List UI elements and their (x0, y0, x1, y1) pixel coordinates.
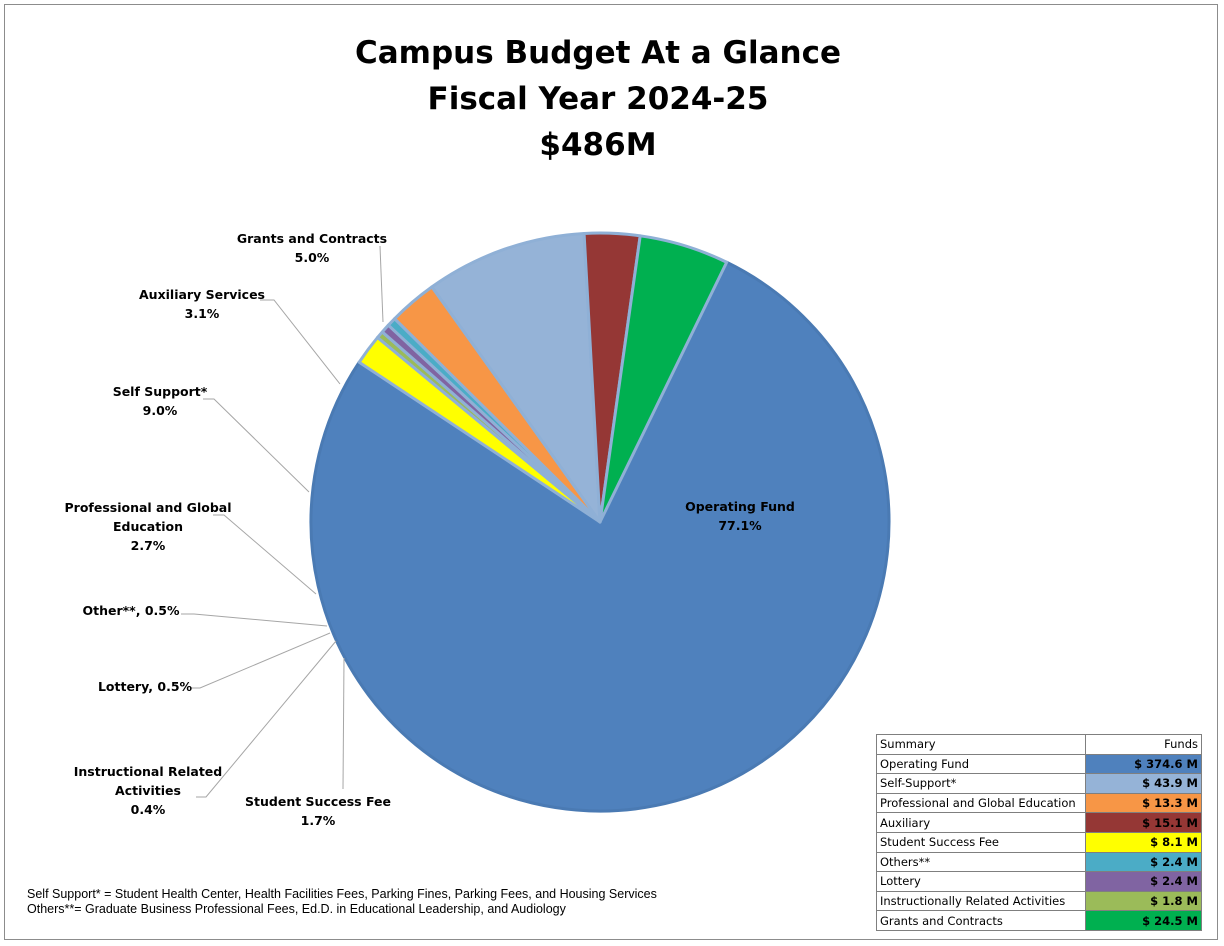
summary-row-name: Others** (876, 851, 1086, 873)
pie-slice-grants-and-contracts (598, 234, 729, 524)
summary-row-name: Instructionally Related Activities (876, 890, 1086, 912)
summary-row-funds: $ 13.3 M (1085, 792, 1202, 814)
label-operating-fund-name: Operating Fund (685, 499, 795, 514)
summary-header-name: Summary (876, 734, 1086, 755)
label-auxiliary: Auxiliary Services 3.1% (122, 285, 282, 323)
pie-slice-self-support (430, 231, 602, 524)
title-line-2: Fiscal Year 2024-25 (427, 81, 769, 117)
label-auxiliary-name: Auxiliary Services (139, 287, 265, 302)
label-pge-line-2: Education (113, 519, 183, 534)
summary-row-funds: $ 24.5 M (1085, 910, 1202, 931)
summary-row-funds: $ 374.6 M (1085, 753, 1202, 775)
leader-line-ssf (342, 657, 345, 790)
footnotes: Self Support* = Student Health Center, H… (27, 887, 657, 916)
pie-slice-operating-fund (309, 260, 891, 813)
summary-row-funds: $ 1.8 M (1085, 890, 1202, 912)
label-operating-fund-pct: 77.1% (718, 518, 762, 533)
summary-header-row: Summary Funds (876, 734, 1202, 755)
label-ira: Instructional Related Activities 0.4% (58, 762, 238, 819)
summary-row: Grants and Contracts $ 24.5 M (876, 910, 1202, 931)
summary-row-funds: $ 8.1 M (1085, 831, 1202, 853)
summary-row: Operating Fund $ 374.6 M (876, 753, 1202, 775)
summary-row-name: Professional and Global Education (876, 792, 1086, 814)
summary-row: Self-Support* $ 43.9 M (876, 773, 1202, 794)
summary-row-name: Operating Fund (876, 753, 1086, 775)
leader-line-auxiliary (260, 299, 341, 385)
summary-row-funds: $ 2.4 M (1085, 851, 1202, 873)
label-lottery-text: Lottery, 0.5% (97, 679, 193, 694)
label-pge-pct: 2.7% (130, 538, 166, 553)
summary-row: Professional and Global Education $ 13.3 … (876, 792, 1202, 814)
label-grants-name: Grants and Contracts (236, 231, 388, 246)
label-other: Other**, 0.5% (74, 601, 188, 620)
label-ira-line-2: Activities (115, 783, 181, 798)
summary-row-name: Lottery (876, 871, 1086, 892)
footnote-others: Others**= Graduate Business Professional… (27, 901, 566, 916)
summary-row-name: Student Success Fee (876, 831, 1086, 853)
label-ira-pct: 0.4% (130, 802, 166, 817)
label-self-support: Self Support* 9.0% (100, 382, 220, 420)
label-self-support-pct: 9.0% (142, 403, 178, 418)
label-lottery: Lottery, 0.5% (90, 677, 200, 696)
title-line-3: $486M (539, 127, 657, 163)
summary-row: Student Success Fee $ 8.1 M (876, 831, 1202, 853)
label-ssf-name: Student Success Fee (245, 794, 391, 809)
label-grants: Grants and Contracts 5.0% (222, 229, 402, 267)
summary-row-name: Self-Support* (876, 773, 1086, 794)
summary-row-funds: $ 2.4 M (1085, 871, 1202, 892)
label-pge-line-1: Professional and Global (64, 500, 232, 515)
label-grants-pct: 5.0% (294, 250, 330, 265)
label-other-text: Other**, 0.5% (82, 603, 180, 618)
label-pge: Professional and Global Education 2.7% (58, 498, 238, 555)
label-ssf-pct: 1.7% (300, 813, 336, 828)
leader-line-pge (213, 514, 317, 595)
summary-table: Summary Funds Operating Fund $ 374.6 M Sel… (876, 734, 1202, 931)
label-ira-line-1: Instructional Related (73, 764, 223, 779)
summary-row: Others** $ 2.4 M (876, 851, 1202, 873)
leader-line-self-support (203, 398, 310, 493)
label-operating-fund: Operating Fund 77.1% (660, 497, 820, 535)
summary-row: Auxiliary $ 15.1 M (876, 812, 1202, 833)
chart-title: Campus Budget At a Glance Fiscal Year 20… (0, 30, 1196, 168)
summary-row-name: Auxiliary (876, 812, 1086, 833)
label-ssf: Student Success Fee 1.7% (238, 792, 398, 830)
leader-line-lottery (190, 632, 331, 689)
leader-line-other (181, 613, 328, 627)
title-line-1: Campus Budget At a Glance (355, 35, 841, 71)
summary-row-funds: $ 15.1 M (1085, 812, 1202, 833)
leader-line-ira (196, 640, 337, 798)
label-self-support-name: Self Support* (112, 384, 208, 399)
summary-row: Lottery $ 2.4 M (876, 871, 1202, 892)
label-auxiliary-pct: 3.1% (184, 306, 220, 321)
summary-row-funds: $ 43.9 M (1085, 773, 1202, 794)
summary-row-name: Grants and Contracts (876, 910, 1086, 931)
footnote-self-support: Self Support* = Student Health Center, H… (27, 887, 657, 901)
summary-row: Instructionally Related Activities $ 1.8 … (876, 890, 1202, 912)
summary-header-funds: Funds (1085, 734, 1202, 755)
leader-line-grants (379, 245, 384, 323)
